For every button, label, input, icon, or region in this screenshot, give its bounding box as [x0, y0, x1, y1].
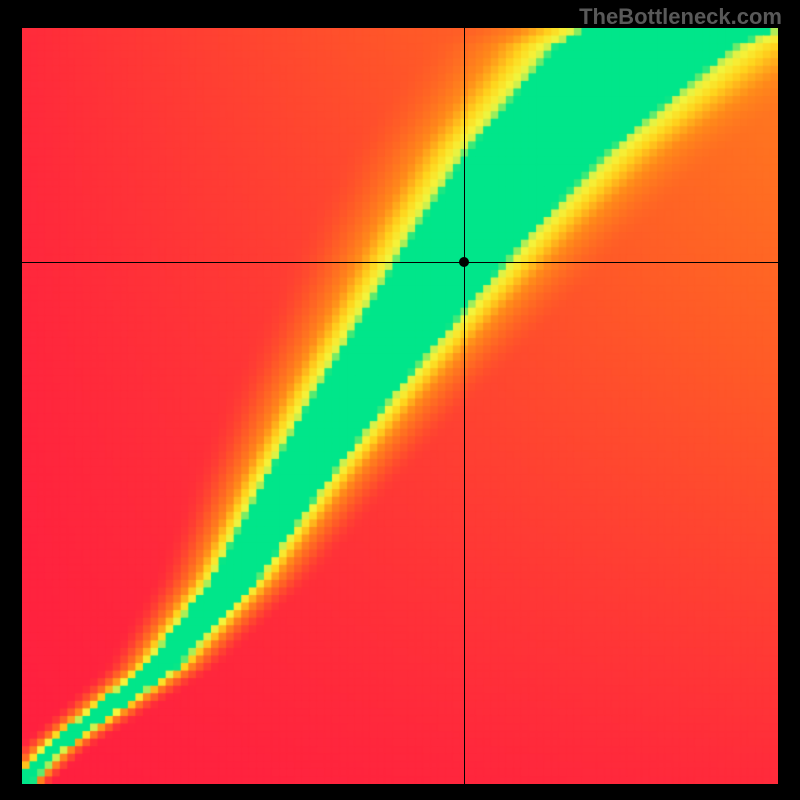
heatmap-canvas — [22, 28, 778, 784]
chart-container: TheBottleneck.com — [0, 0, 800, 800]
heatmap-plot — [22, 28, 778, 784]
crosshair-horizontal — [22, 262, 778, 263]
crosshair-vertical — [464, 28, 465, 784]
watermark-text: TheBottleneck.com — [579, 4, 782, 30]
data-point-marker — [459, 257, 469, 267]
